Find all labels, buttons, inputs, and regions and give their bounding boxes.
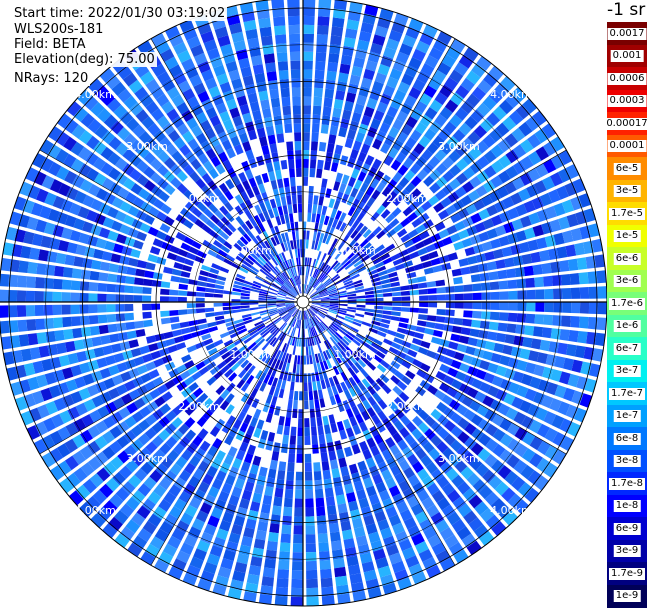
colorbar-label: 1e-7 bbox=[613, 410, 641, 422]
colorbar-label: 6e-8 bbox=[613, 432, 641, 445]
colorbar-swatch: 1e-8 bbox=[607, 494, 647, 518]
range-ring-label: 1.00km bbox=[230, 348, 272, 361]
colorbar-label: 0.0001 bbox=[607, 140, 647, 152]
range-ring-label: 2.00km bbox=[386, 192, 428, 205]
colorbar-label: 1.7e-9 bbox=[608, 567, 646, 580]
colorbar-swatch: 6e-9 bbox=[607, 517, 647, 540]
instrument-label: WLS200s-181 bbox=[12, 22, 106, 37]
range-ring-label: 4.00km bbox=[74, 504, 116, 517]
range-ring-label: 3.00km bbox=[438, 140, 480, 153]
colorbar-label: 3e-8 bbox=[613, 455, 641, 467]
colorbar-label: 3e-9 bbox=[613, 545, 641, 557]
colorbar-label: 0.001 bbox=[610, 50, 644, 62]
colorbar-label: 1.7e-7 bbox=[608, 387, 646, 400]
colorbar-label: 6e-6 bbox=[613, 252, 641, 265]
center-marker bbox=[296, 295, 310, 309]
colorbar-label: 0.0003 bbox=[607, 95, 647, 107]
colorbar-swatch: 3e-6 bbox=[607, 269, 647, 293]
colorbar-label: 6e-7 bbox=[613, 342, 641, 355]
colorbar-swatch: 1.7e-5 bbox=[607, 202, 647, 225]
colorbar-swatch: 6e-6 bbox=[607, 247, 647, 270]
colorbar-label: 6e-9 bbox=[613, 522, 641, 535]
radial-data-bins bbox=[0, 0, 607, 606]
colorbar-swatch: 1e-7 bbox=[607, 404, 647, 428]
range-ring-label: 2.00km bbox=[178, 192, 220, 205]
colorbar-swatch: 3e-9 bbox=[607, 539, 647, 563]
colorbar-swatch: 0.001 bbox=[607, 44, 647, 68]
colorbar-label: 0.0006 bbox=[607, 72, 647, 85]
colorbar-label: 1.7e-8 bbox=[608, 477, 646, 490]
colorbar-label: 1e-9 bbox=[613, 590, 641, 602]
range-ring-label: 1.00km bbox=[334, 244, 376, 257]
colorbar-swatch: 1.7e-9 bbox=[607, 562, 647, 585]
colorbar-label: 6e-5 bbox=[613, 162, 641, 175]
colorbar-swatch: 0.0017 bbox=[607, 22, 647, 45]
field-label: Field: BETA bbox=[12, 37, 88, 52]
colorbar-label: 1.7e-6 bbox=[608, 297, 646, 310]
colorbar-label: 3e-7 bbox=[613, 365, 641, 377]
range-rings bbox=[0, 0, 607, 607]
colorbar-label: 3e-5 bbox=[613, 185, 641, 197]
colorbar-swatch: 1.7e-7 bbox=[607, 382, 647, 405]
colorbar-swatch: 1e-5 bbox=[607, 224, 647, 248]
range-ring-labels: 1.00km 1.00km 1.00km 1.00km 2.00km 2.00km 2.00… bbox=[74, 88, 531, 517]
colorbar-swatch: 3e-8 bbox=[607, 449, 647, 473]
colorbar-label: 3e-6 bbox=[613, 275, 641, 287]
colorbar-swatch: 6e-7 bbox=[607, 337, 647, 360]
range-ring-label: 3.00km bbox=[126, 140, 168, 153]
colorbar-label: 1.7e-5 bbox=[608, 207, 646, 220]
colorbar-swatch: 1.7e-8 bbox=[607, 472, 647, 495]
colorbar-label: 1e-6 bbox=[613, 320, 641, 332]
colorbar-swatch: 0.0001 bbox=[607, 134, 647, 158]
range-ring-label: 4.00km bbox=[490, 88, 532, 101]
colorbar-swatch: 3e-5 bbox=[607, 179, 647, 203]
colorbar-swatch: 1e-6 bbox=[607, 314, 647, 338]
colorbar-label: 1e-5 bbox=[613, 230, 641, 242]
range-ring-label: 4.00km bbox=[74, 88, 116, 101]
range-ring-label: 1.00km bbox=[334, 348, 376, 361]
colorbar-swatch: 6e-5 bbox=[607, 157, 647, 180]
colorbar-swatch: 1e-9 bbox=[607, 584, 647, 608]
colorbar-label: 1e-8 bbox=[613, 500, 641, 512]
colorbar-swatch: 0.00017 bbox=[604, 112, 647, 135]
colorbar-swatch: 0.0006 bbox=[607, 67, 647, 90]
range-ring-label: 3.00km bbox=[126, 452, 168, 465]
range-ring-label: 4.00km bbox=[490, 504, 532, 517]
colorbar-swatch: 0.0003 bbox=[607, 89, 647, 113]
ppi-scan-plot: 1.00km 1.00km 1.00km 1.00km 2.00km 2.00km 2.00… bbox=[0, 0, 607, 607]
colorbar-unit-label: -1 sr bbox=[607, 0, 646, 20]
start-time-label: Start time: 2022/01/30 03:19:02 bbox=[12, 6, 228, 21]
range-ring-label: 2.00km bbox=[386, 400, 428, 413]
colorbar-swatch: 6e-8 bbox=[607, 427, 647, 450]
colorbar-swatch: 3e-7 bbox=[607, 359, 647, 383]
range-ring-label: 1.00km bbox=[230, 244, 272, 257]
nrays-label: NRays: 120 bbox=[12, 71, 91, 86]
range-ring-label: 2.00km bbox=[178, 400, 220, 413]
elevation-label: Elevation(deg): 75.00 bbox=[12, 52, 157, 67]
range-ring-label: 3.00km bbox=[438, 452, 480, 465]
colorbar-label: 0.0017 bbox=[607, 27, 647, 40]
colorbar-label: 0.00017 bbox=[604, 117, 647, 130]
colorbar-swatch: 1.7e-6 bbox=[607, 292, 647, 315]
